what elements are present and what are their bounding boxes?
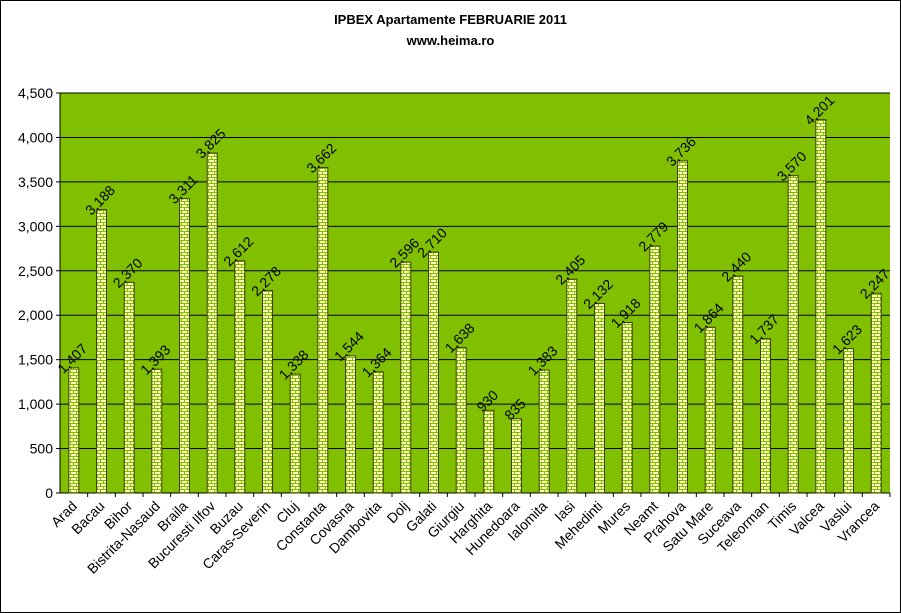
y-axis-ticks: 0 500 1,000 1,500 2,000 2,500 3,000 3,500 4,000 4… bbox=[18, 85, 60, 501]
bar-bihor bbox=[123, 281, 135, 494]
bar-valcea bbox=[815, 119, 827, 494]
bar-iasi bbox=[566, 278, 578, 494]
bar-timis bbox=[787, 175, 799, 494]
bar-buzau bbox=[234, 260, 246, 494]
bar-bacau bbox=[96, 209, 107, 494]
y-tick-label: 4,000 bbox=[18, 129, 53, 145]
y-tick-label: 500 bbox=[30, 441, 54, 457]
bar-teleorman bbox=[760, 338, 771, 494]
bar-ialomita bbox=[538, 369, 550, 494]
bar-bucuresti-ilfov bbox=[206, 152, 218, 494]
bar-bistrita-nasaud bbox=[151, 368, 163, 494]
y-tick-label: 4,500 bbox=[18, 85, 53, 101]
bar-dolj bbox=[400, 261, 412, 494]
bar-caras-severin bbox=[262, 290, 273, 494]
bar-galati bbox=[428, 251, 439, 494]
bar-constanta bbox=[317, 167, 329, 494]
bar-covasna bbox=[345, 355, 356, 494]
bar-hunedoara bbox=[511, 418, 522, 494]
bar-cluj bbox=[289, 373, 301, 494]
y-tick-label: 1,500 bbox=[18, 352, 53, 368]
bar-braila bbox=[179, 198, 190, 494]
bar-prahova bbox=[677, 160, 688, 494]
bar-dambovita bbox=[372, 371, 384, 494]
bar-neamt bbox=[649, 245, 661, 494]
x-axis-ticks: AradBacauBihorBistrita-NasaudBrailaBucur… bbox=[48, 493, 891, 577]
y-tick-label: 3,500 bbox=[18, 174, 53, 190]
bar-vrancea bbox=[870, 292, 882, 494]
bar-mehedinti bbox=[594, 303, 605, 494]
bar-mures bbox=[621, 322, 633, 494]
bar-satu-mare bbox=[704, 326, 716, 494]
chart-title: IPBEX Apartamente FEBRUARIE 2011 bbox=[334, 12, 567, 27]
bars bbox=[68, 119, 882, 494]
bar-suceava bbox=[732, 275, 744, 494]
bar-arad bbox=[68, 367, 80, 494]
plot-area bbox=[60, 93, 890, 493]
bar-giurgiu bbox=[455, 346, 467, 494]
bar-vaslui bbox=[843, 348, 854, 494]
chart-subtitle: www.heima.ro bbox=[406, 33, 495, 48]
y-tick-label: 2,000 bbox=[18, 307, 53, 323]
bar-harghita bbox=[483, 409, 495, 494]
y-tick-label: 2,500 bbox=[18, 263, 53, 279]
gridlines bbox=[60, 92, 890, 450]
y-tick-label: 3,000 bbox=[18, 218, 53, 234]
y-tick-label: 1,000 bbox=[18, 396, 53, 412]
y-tick-label: 0 bbox=[45, 485, 53, 501]
